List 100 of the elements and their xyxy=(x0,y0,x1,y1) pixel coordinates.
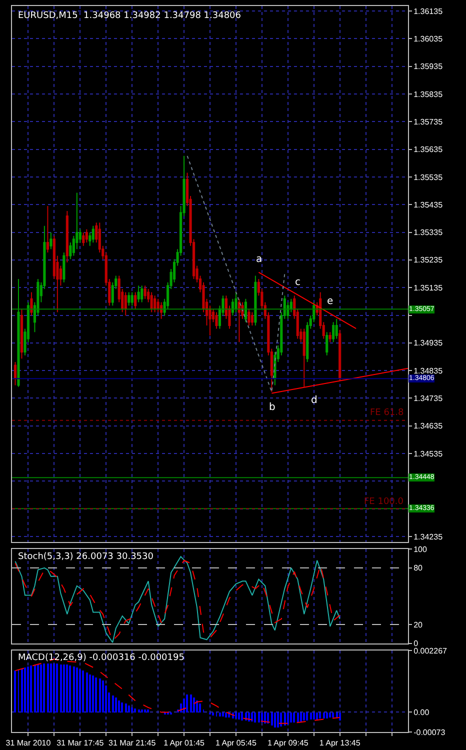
bar xyxy=(300,712,302,722)
bar xyxy=(131,708,133,713)
bar xyxy=(186,694,188,713)
candlestick xyxy=(150,292,153,313)
bar xyxy=(34,666,36,713)
bar xyxy=(264,712,266,724)
candlestick xyxy=(215,312,218,330)
x-tick-label: 31 Mar 2010 xyxy=(6,738,52,748)
bar xyxy=(258,712,260,723)
bar xyxy=(190,694,192,713)
x-tick-label: 31 Mar 17:45 xyxy=(56,738,104,748)
bar xyxy=(196,700,198,713)
y-tick-label: 1.35935 xyxy=(414,62,444,72)
y-tick-label: 1.34935 xyxy=(414,338,444,348)
candlestick xyxy=(234,292,238,313)
candlestick xyxy=(244,298,247,323)
candlestick xyxy=(128,292,130,306)
annotation: c xyxy=(295,277,300,288)
y-tick-label: 1.35235 xyxy=(414,256,444,265)
y-tick-label: 1.35835 xyxy=(414,90,444,99)
bar xyxy=(297,712,299,723)
bar xyxy=(121,702,123,713)
y-tick-label: 1.35535 xyxy=(414,172,444,182)
candlestick xyxy=(50,232,52,250)
bar xyxy=(339,712,341,721)
y-tick-label: 1.35635 xyxy=(414,145,444,154)
bar xyxy=(303,712,305,721)
ref-line-label: FE 61.8 xyxy=(370,408,404,418)
bar xyxy=(102,680,104,713)
candlestick xyxy=(326,332,328,356)
bar xyxy=(115,698,117,713)
bar xyxy=(27,666,29,713)
y-tick-label: 1.35435 xyxy=(414,200,444,210)
y-tick-label: 1.36135 xyxy=(414,6,444,16)
bar xyxy=(310,712,312,720)
bar xyxy=(73,666,75,713)
candlestick xyxy=(137,285,140,303)
bar xyxy=(222,712,224,717)
annotation: d xyxy=(311,395,318,406)
candlestick xyxy=(82,232,85,246)
bar xyxy=(134,708,136,713)
candlestick xyxy=(66,210,68,263)
bar xyxy=(147,710,149,713)
chart-title: MACD(12,26,9) -0.000316 -0.000195 xyxy=(18,653,184,663)
bar xyxy=(43,664,45,713)
bar xyxy=(238,712,240,720)
bar xyxy=(267,712,269,724)
y-tick-label: 1.34635 xyxy=(414,422,444,431)
candlestick xyxy=(332,322,335,343)
bar xyxy=(241,712,243,721)
bar xyxy=(86,672,88,713)
y-tick-label: 1.34235 xyxy=(414,532,444,542)
bar xyxy=(50,664,52,713)
y-tick-label: -0.00073 xyxy=(414,728,446,737)
y-tick-label: 0.00 xyxy=(414,708,430,717)
x-tick-label: 1 Apr 01:45 xyxy=(164,738,206,748)
bar xyxy=(118,700,120,713)
y-tick-label: 1.34735 xyxy=(414,394,444,404)
candlestick xyxy=(254,275,257,326)
x-tick-label: 31 Mar 21:45 xyxy=(108,738,156,748)
candlestick xyxy=(14,361,17,386)
bar xyxy=(95,678,97,713)
bar xyxy=(219,712,221,717)
candlestick xyxy=(238,298,241,343)
candlestick xyxy=(160,302,163,320)
bar xyxy=(63,664,65,713)
y-tick-label: 80 xyxy=(414,564,424,573)
candlestick xyxy=(130,292,134,306)
bar xyxy=(316,712,318,720)
x-tick-label: 1 Apr 09:45 xyxy=(267,738,309,748)
bar xyxy=(21,668,23,713)
bar xyxy=(60,664,62,713)
candlestick xyxy=(85,228,88,243)
bar xyxy=(287,712,289,725)
y-tick-label: 1.36035 xyxy=(414,34,444,44)
bar xyxy=(271,712,273,726)
bar xyxy=(24,668,26,713)
bar xyxy=(193,698,195,713)
bar xyxy=(235,712,237,719)
bar xyxy=(125,704,127,713)
bar xyxy=(79,670,81,713)
candlestick xyxy=(62,252,66,283)
candlestick xyxy=(335,318,338,340)
candlestick xyxy=(328,332,332,343)
chart-title: Stoch(5,3,3) 26.0073 30.3530 xyxy=(18,552,154,562)
bar xyxy=(37,664,39,713)
y-tick-label: 20 xyxy=(414,620,424,630)
candlestick xyxy=(17,278,20,388)
y-tick-label: 0 xyxy=(414,639,419,648)
bar xyxy=(254,712,256,723)
bar xyxy=(138,710,140,713)
bar xyxy=(56,664,58,713)
candlestick xyxy=(140,285,144,303)
bar xyxy=(251,712,253,722)
y-tick-label: 1.35135 xyxy=(414,283,444,292)
bar xyxy=(76,668,78,713)
y-tick-label: 1.34835 xyxy=(414,366,444,376)
candlestick xyxy=(46,205,49,253)
bar xyxy=(306,712,308,721)
candlestick xyxy=(134,292,137,310)
